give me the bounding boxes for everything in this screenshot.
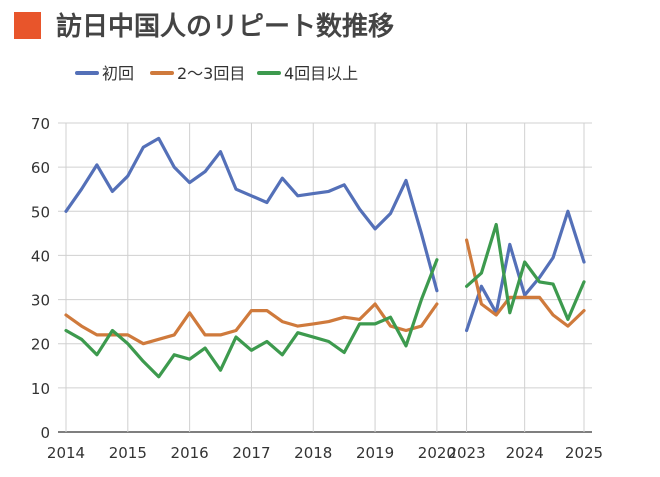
- x-tick-label-5: 2019: [356, 444, 394, 462]
- y-axis-ticks: 0 10 20 30 40 50 60 70: [31, 115, 50, 442]
- series-line-0-segment-1: [465, 209, 586, 333]
- legend: 初回 2〜3回目 4回目以上: [75, 64, 358, 83]
- gridlines: [58, 122, 592, 433]
- series-line-1-segment-1: [465, 238, 586, 328]
- x-tick-label-4: 2018: [294, 444, 332, 462]
- x-tick-label-1: 2015: [109, 444, 147, 462]
- x-tick-label-7: 2023: [447, 444, 485, 462]
- series-line-0-segment-0: [64, 136, 439, 293]
- series-lines: [64, 136, 586, 379]
- x-tick-label-3: 2017: [232, 444, 270, 462]
- series-line-2-segment-0: [64, 258, 439, 379]
- legend-label-4plus-visits: 4回目以上: [284, 64, 358, 83]
- y-tick-label-4: 40: [31, 247, 50, 265]
- x-tick-label-8: 2024: [506, 444, 544, 462]
- legend-label-first-visit: 初回: [102, 64, 134, 83]
- y-tick-label-1: 10: [31, 380, 50, 398]
- y-tick-label-0: 0: [40, 424, 50, 442]
- series-line-1-segment-0: [64, 302, 439, 346]
- y-tick-label-7: 70: [31, 115, 50, 133]
- x-tick-label-2: 2016: [171, 444, 209, 462]
- chart-title: 訪日中国人のリピート数推移: [56, 11, 394, 42]
- series-line-2-segment-1: [465, 222, 586, 321]
- x-tick-label-0: 2014: [47, 444, 85, 462]
- y-tick-label-3: 30: [31, 292, 50, 310]
- y-tick-label-2: 20: [31, 336, 50, 354]
- x-tick-label-9: 2025: [565, 444, 603, 462]
- legend-label-2-3-visits: 2〜3回目: [177, 64, 245, 83]
- y-tick-label-6: 60: [31, 159, 50, 177]
- y-tick-label-5: 50: [31, 203, 50, 221]
- title-marker-icon: [14, 12, 41, 39]
- x-tick-label-6: 2020: [418, 444, 456, 462]
